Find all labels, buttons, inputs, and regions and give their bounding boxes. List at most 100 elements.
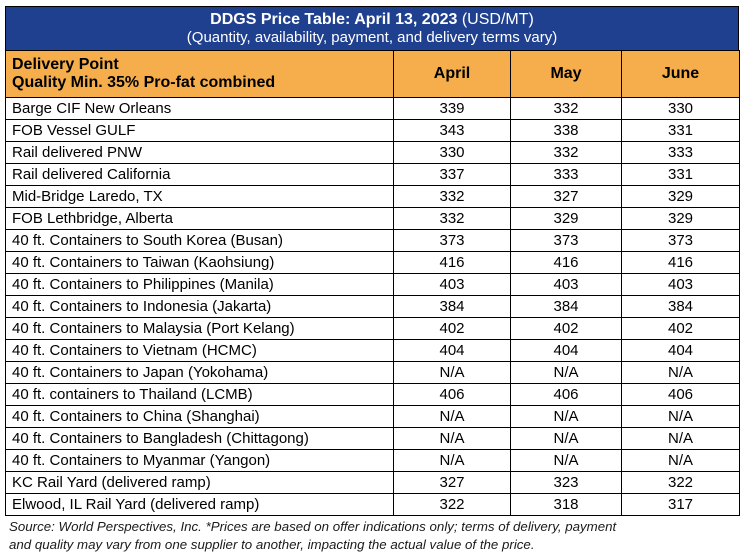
price-cell-april: N/A	[393, 427, 511, 450]
price-cell-april: 373	[393, 229, 511, 252]
price-cell-april: N/A	[393, 449, 511, 472]
price-table: Delivery Point Quality Min. 35% Pro-fat …	[5, 50, 740, 516]
delivery-location-cell: 40 ft. Containers to Philippines (Manila…	[5, 273, 394, 296]
delivery-point-label: Delivery Point	[12, 56, 119, 73]
price-cell-may: N/A	[510, 449, 622, 472]
price-cell-may: 384	[510, 295, 622, 318]
column-header-row: Delivery Point Quality Min. 35% Pro-fat …	[5, 50, 740, 98]
table-row: 40 ft. Containers to Vietnam (HCMC) 404 40…	[5, 339, 740, 362]
price-cell-june: 330	[621, 97, 740, 120]
table-body: Barge CIF New Orleans 339 332 330 FOB Vessel…	[5, 97, 740, 516]
delivery-location-cell: 40 ft. Containers to Indonesia (Jakarta)	[5, 295, 394, 318]
delivery-location-cell: 40 ft. Containers to Myanmar (Yangon)	[5, 449, 394, 472]
price-cell-june: 333	[621, 141, 740, 164]
delivery-location-cell: 40 ft. Containers to Taiwan (Kaohsiung)	[5, 251, 394, 274]
price-cell-may: 327	[510, 185, 622, 208]
table-title-bar: DDGS Price Table: April 13, 2023 (USD/MT…	[5, 6, 739, 50]
table-row: Mid-Bridge Laredo, TX 332 327 329	[5, 185, 740, 208]
price-cell-june: 406	[621, 383, 740, 406]
price-cell-june: 317	[621, 493, 740, 516]
delivery-location-cell: 40 ft. Containers to Japan (Yokohama)	[5, 361, 394, 384]
table-row: FOB Vessel GULF 343 338 331	[5, 119, 740, 142]
table-row: 40 ft. Containers to Philippines (Manila…	[5, 273, 740, 296]
price-table-container: DDGS Price Table: April 13, 2023 (USD/MT…	[5, 6, 740, 554]
delivery-location-cell: 40 ft. Containers to Bangladesh (Chittag…	[5, 427, 394, 450]
price-cell-may: 318	[510, 493, 622, 516]
quality-label: Quality Min. 35% Pro-fat combined	[12, 74, 276, 91]
price-cell-june: 322	[621, 471, 740, 494]
table-row: 40 ft. Containers to Malaysia (Port Kela…	[5, 317, 740, 340]
delivery-location-cell: 40 ft. Containers to Malaysia (Port Kela…	[5, 317, 394, 340]
table-row: Barge CIF New Orleans 339 332 330	[5, 97, 740, 120]
price-cell-may: 416	[510, 251, 622, 274]
price-cell-april: N/A	[393, 361, 511, 384]
price-cell-may: 338	[510, 119, 622, 142]
price-cell-may: N/A	[510, 361, 622, 384]
month-header-may: May	[510, 50, 622, 98]
table-row: Rail delivered California 337 333 331	[5, 163, 740, 186]
price-cell-june: 416	[621, 251, 740, 274]
table-row: KC Rail Yard (delivered ramp) 327 323 322	[5, 471, 740, 494]
price-cell-may: 402	[510, 317, 622, 340]
price-cell-june: 329	[621, 207, 740, 230]
price-cell-april: 402	[393, 317, 511, 340]
price-cell-june: 402	[621, 317, 740, 340]
price-cell-april: 322	[393, 493, 511, 516]
title-unit-text: (USD/MT)	[461, 11, 534, 28]
table-subtitle: (Quantity, availability, payment, and de…	[186, 29, 558, 46]
delivery-location-cell: Barge CIF New Orleans	[5, 97, 394, 120]
delivery-location-cell: 40 ft. Containers to South Korea (Busan)	[5, 229, 394, 252]
title-bold-text: DDGS Price Table: April 13, 2023	[210, 11, 458, 28]
table-row: 40 ft. Containers to Taiwan (Kaohsiung) 4…	[5, 251, 740, 274]
price-cell-april: 403	[393, 273, 511, 296]
price-cell-june: 373	[621, 229, 740, 252]
price-cell-june: 403	[621, 273, 740, 296]
delivery-location-cell: KC Rail Yard (delivered ramp)	[5, 471, 394, 494]
table-row: Elwood, IL Rail Yard (delivered ramp) 322…	[5, 493, 740, 516]
price-cell-april: 384	[393, 295, 511, 318]
price-cell-may: 323	[510, 471, 622, 494]
price-cell-june: 329	[621, 185, 740, 208]
price-cell-june: N/A	[621, 449, 740, 472]
price-cell-april: 337	[393, 163, 511, 186]
delivery-location-cell: Rail delivered California	[5, 163, 394, 186]
price-cell-april: 327	[393, 471, 511, 494]
price-cell-june: 331	[621, 163, 740, 186]
table-row: 40 ft. Containers to Indonesia (Jakarta)…	[5, 295, 740, 318]
price-cell-may: 332	[510, 141, 622, 164]
table-row: FOB Lethbridge, Alberta 332 329 329	[5, 207, 740, 230]
table-row: 40 ft. Containers to Japan (Yokohama) N/A…	[5, 361, 740, 384]
table-title: DDGS Price Table: April 13, 2023 (USD/MT…	[6, 10, 738, 29]
table-row: 40 ft. Containers to South Korea (Busan)…	[5, 229, 740, 252]
price-cell-may: 403	[510, 273, 622, 296]
price-cell-april: 343	[393, 119, 511, 142]
delivery-point-header: Delivery Point Quality Min. 35% Pro-fat …	[5, 50, 394, 98]
price-cell-april: 416	[393, 251, 511, 274]
price-cell-june: 404	[621, 339, 740, 362]
source-note-line-1: Source: World Perspectives, Inc. *Prices…	[9, 519, 617, 534]
price-cell-may: N/A	[510, 405, 622, 428]
price-cell-april: N/A	[393, 405, 511, 428]
delivery-location-cell: 40 ft. Containers to China (Shanghai)	[5, 405, 394, 428]
table-row: 40 ft. containers to Thailand (LCMB) 406 4…	[5, 383, 740, 406]
delivery-location-cell: 40 ft. containers to Thailand (LCMB)	[5, 383, 394, 406]
price-cell-april: 332	[393, 207, 511, 230]
delivery-location-cell: FOB Lethbridge, Alberta	[5, 207, 394, 230]
delivery-location-cell: Elwood, IL Rail Yard (delivered ramp)	[5, 493, 394, 516]
price-cell-april: 332	[393, 185, 511, 208]
price-cell-june: 384	[621, 295, 740, 318]
price-cell-june: N/A	[621, 427, 740, 450]
table-row: 40 ft. Containers to China (Shanghai) N/A…	[5, 405, 740, 428]
price-cell-april: 406	[393, 383, 511, 406]
delivery-location-cell: Mid-Bridge Laredo, TX	[5, 185, 394, 208]
price-cell-may: 333	[510, 163, 622, 186]
delivery-location-cell: Rail delivered PNW	[5, 141, 394, 164]
table-row: Rail delivered PNW 330 332 333	[5, 141, 740, 164]
price-cell-may: 404	[510, 339, 622, 362]
price-cell-june: 331	[621, 119, 740, 142]
price-cell-april: 339	[393, 97, 511, 120]
table-row: 40 ft. Containers to Myanmar (Yangon) N/A…	[5, 449, 740, 472]
price-cell-may: 373	[510, 229, 622, 252]
month-header-june: June	[621, 50, 740, 98]
month-header-april: April	[393, 50, 511, 98]
